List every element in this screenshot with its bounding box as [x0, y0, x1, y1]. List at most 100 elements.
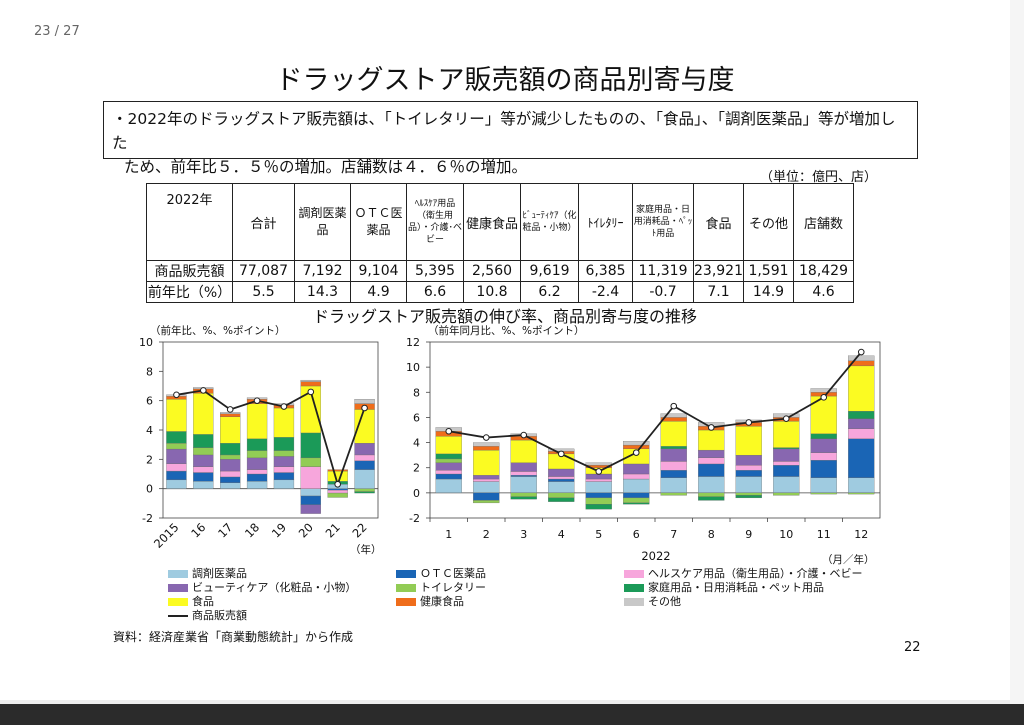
table-cell: 7,192	[294, 260, 351, 282]
table-cell: 18,429	[793, 260, 854, 282]
next-page-edge	[0, 704, 1024, 725]
bar-segment	[473, 449, 500, 476]
y-tick-label: 2	[413, 462, 420, 475]
x-tick-label: 12	[854, 528, 868, 541]
x-tick-label: 18	[242, 520, 262, 540]
bar-segment	[354, 491, 375, 494]
bar-segment	[435, 470, 462, 475]
bar-segment	[246, 438, 268, 451]
bar-segment	[246, 481, 268, 489]
bar-segment	[435, 462, 462, 471]
bar-segment	[660, 448, 687, 462]
bar-segment	[773, 421, 800, 448]
table-cell: 14.3	[294, 281, 351, 303]
bar-segment	[585, 462, 612, 466]
bar-segment	[354, 460, 375, 470]
bar-segment	[273, 466, 295, 473]
bar-segment	[327, 492, 348, 498]
bar-segment	[848, 365, 875, 412]
legend-label: 健康食品	[420, 595, 464, 608]
bar-segment	[166, 399, 187, 432]
bar-segment	[166, 479, 187, 489]
bar-segment	[810, 492, 837, 495]
bar-segment	[510, 476, 537, 494]
bar-segment	[473, 500, 500, 504]
bar-segment	[246, 473, 268, 482]
x-tick-label: 20	[296, 520, 316, 540]
legend-label: 食品	[192, 595, 214, 608]
bar-segment	[220, 482, 241, 489]
x-tick-label: 16	[188, 520, 208, 540]
bar-segment	[810, 460, 837, 478]
table-corner: 2022年	[146, 183, 233, 261]
bar-segment	[435, 436, 462, 455]
bar-segment	[220, 454, 241, 460]
x-tick-label: 6	[633, 528, 640, 541]
table-cell: 23,921	[693, 260, 744, 282]
bar-segment	[773, 492, 800, 496]
line-point	[226, 406, 234, 413]
y-tick-label: 8	[413, 386, 420, 399]
x-axis-unit: （年）	[350, 543, 382, 556]
line-point	[745, 419, 753, 426]
bar-segment	[510, 492, 537, 497]
table-row: 商品販売額 77,087 7,192 9,104 5,395 2,560 9,6…	[146, 260, 854, 282]
table-cell: 5,395	[406, 260, 464, 282]
table-header-cell: ﾄｲﾚﾀﾘｰ	[578, 183, 633, 261]
y-tick-label: 6	[146, 395, 153, 408]
viewer-side-margin	[1010, 0, 1024, 704]
bar-segment	[166, 448, 187, 464]
legend-label: トイレタリー	[420, 581, 486, 594]
bar-segment	[848, 438, 875, 478]
table-cell: 6.6	[406, 281, 464, 303]
legend-swatch	[396, 584, 416, 592]
line-point	[482, 434, 490, 441]
table-header-cell: ＯＴＣ医薬品	[350, 183, 407, 261]
bar-segment	[698, 492, 725, 497]
x-tick-label: 4	[558, 528, 565, 541]
bar-segment	[473, 446, 500, 451]
summary-line-1: ・2022年のドラッグストア販売額は、「トイレタリー」等が減少したものの、「食品…	[112, 110, 896, 152]
bar-segment	[623, 441, 650, 446]
bar-segment	[473, 492, 500, 501]
y-tick-label: 0	[413, 487, 420, 500]
line-point	[307, 388, 315, 396]
y-tick-label: 10	[406, 361, 420, 374]
bar-segment	[473, 475, 500, 480]
bar-segment	[327, 489, 348, 494]
x-tick-label: 8	[708, 528, 715, 541]
source-note: 資料：経済産業省「商業動態統計」から作成	[113, 630, 354, 644]
bar-segment	[698, 429, 725, 451]
bar-segment	[735, 470, 762, 477]
legend-item: 食品	[168, 593, 214, 609]
bar-segment	[735, 454, 762, 466]
bar-segment	[585, 492, 612, 499]
line-point	[253, 397, 261, 404]
bar-segment	[327, 470, 348, 482]
bar-segment	[623, 444, 650, 450]
bar-segment	[220, 416, 241, 444]
line-point	[361, 404, 368, 412]
bar-segment	[327, 469, 348, 472]
legend-label: ヘルスケア用品（衛生用品）・介護・ベビー	[648, 567, 863, 580]
unit-note: （単位：億円、店）	[760, 170, 878, 185]
bar-segment	[193, 472, 214, 482]
bar-segment	[848, 477, 875, 494]
bar-segment	[220, 470, 241, 478]
bar-segment	[810, 452, 837, 461]
bar-segment	[300, 495, 321, 505]
table-cell: 4.6	[793, 281, 854, 303]
bar-segment	[735, 426, 762, 456]
legend-item: 家庭用品・日用消耗品・ペット用品	[624, 579, 824, 595]
legend-swatch	[168, 598, 188, 606]
summary-line-2: ため、前年比５．５％の増加。店舗数は４．６％の増加。	[124, 158, 528, 176]
legend-item: ヘルスケア用品（衛生用品）・介護・ベビー	[624, 565, 863, 581]
line-point	[632, 449, 640, 456]
legend-swatch	[396, 570, 416, 578]
bar-segment	[510, 496, 537, 500]
bar-segment	[735, 495, 762, 499]
bar-segment	[193, 447, 214, 456]
y-tick-label: 10	[139, 336, 153, 349]
bar-segment	[735, 476, 762, 494]
bar-segment	[220, 476, 241, 483]
